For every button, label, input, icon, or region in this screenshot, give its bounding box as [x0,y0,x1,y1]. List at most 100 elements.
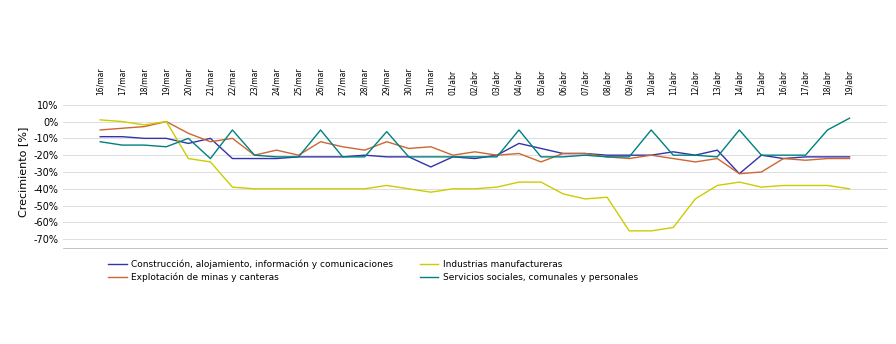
Construcción, alojamiento, información y comunicaciones [116,135,127,139]
Industrias manufactureras [844,187,855,191]
Construcción, alojamiento, información y comunicaciones [756,153,767,157]
Construcción, alojamiento, información y comunicaciones [426,165,436,169]
Line: Explotación de minas y canteras: Explotación de minas y canteras [100,121,849,174]
Construcción, alojamiento, información y comunicaciones [403,155,414,159]
Servicios sociales, comunales y personales [823,128,833,132]
Construcción, alojamiento, información y comunicaciones [382,155,392,159]
Line: Industrias manufactureras: Industrias manufactureras [100,120,849,231]
Construcción, alojamiento, información y comunicaciones [844,155,855,159]
Industrias manufactureras [227,185,237,189]
Explotación de minas y canteras [271,148,282,152]
Servicios sociales, comunales y personales [624,155,634,159]
Servicios sociales, comunales y personales [183,136,194,140]
Servicios sociales, comunales y personales [205,157,216,161]
Industrias manufactureras [249,187,260,191]
Industrias manufactureras [271,187,282,191]
Industrias manufactureras [337,187,348,191]
Construcción, alojamiento, información y comunicaciones [668,150,678,154]
Servicios sociales, comunales y personales [293,155,304,159]
Industrias manufactureras [470,187,480,191]
Line: Servicios sociales, comunales y personales: Servicios sociales, comunales y personal… [100,118,849,159]
Industrias manufactureras [712,183,723,187]
Industrias manufactureras [293,187,304,191]
Industrias manufactureras [823,183,833,187]
Explotación de minas y canteras [205,140,216,144]
Construcción, alojamiento, información y comunicaciones [183,141,194,146]
Construcción, alojamiento, información y comunicaciones [315,155,326,159]
Industrias manufactureras [183,157,194,161]
Explotación de minas y canteras [492,153,503,157]
Servicios sociales, comunales y personales [734,128,745,132]
Construcción, alojamiento, información y comunicaciones [470,157,480,161]
Servicios sociales, comunales y personales [602,155,613,159]
Explotación de minas y canteras [359,148,370,152]
Industrias manufactureras [161,119,172,123]
Construcción, alojamiento, información y comunicaciones [227,157,237,161]
Explotación de minas y canteras [161,119,172,123]
Servicios sociales, comunales y personales [646,128,657,132]
Industrias manufactureras [778,183,788,187]
Explotación de minas y canteras [139,125,150,129]
Servicios sociales, comunales y personales [712,155,723,159]
Servicios sociales, comunales y personales [161,145,172,149]
Explotación de minas y canteras [337,145,348,149]
Construcción, alojamiento, información y comunicaciones [536,147,547,151]
Construcción, alojamiento, información y comunicaciones [690,153,701,157]
Industrias manufactureras [624,229,634,233]
Servicios sociales, comunales y personales [513,128,524,132]
Explotación de minas y canteras [315,140,326,144]
Explotación de minas y canteras [470,150,480,154]
Servicios sociales, comunales y personales [271,155,282,159]
Explotación de minas y canteras [227,136,237,140]
Explotación de minas y canteras [447,153,458,157]
Explotación de minas y canteras [602,155,613,159]
Servicios sociales, comunales y personales [690,153,701,157]
Construcción, alojamiento, información y comunicaciones [161,136,172,140]
Industrias manufactureras [315,187,326,191]
Explotación de minas y canteras [756,170,767,174]
Legend: Construcción, alojamiento, información y comunicaciones, Explotación de minas y : Construcción, alojamiento, información y… [108,260,638,282]
Explotación de minas y canteras [646,153,657,157]
Explotación de minas y canteras [734,172,745,176]
Industrias manufactureras [734,180,745,184]
Construcción, alojamiento, información y comunicaciones [646,153,657,157]
Explotación de minas y canteras [403,147,414,151]
Industrias manufactureras [359,187,370,191]
Servicios sociales, comunales y personales [492,155,503,159]
Industrias manufactureras [139,123,150,127]
Explotación de minas y canteras [557,151,568,155]
Servicios sociales, comunales y personales [447,155,458,159]
Servicios sociales, comunales y personales [580,153,590,157]
Servicios sociales, comunales y personales [337,155,348,159]
Construcción, alojamiento, información y comunicaciones [778,157,788,161]
Explotación de minas y canteras [249,153,260,157]
Servicios sociales, comunales y personales [756,153,767,157]
Servicios sociales, comunales y personales [470,155,480,159]
Explotación de minas y canteras [183,131,194,136]
Construcción, alojamiento, información y comunicaciones [249,157,260,161]
Construcción, alojamiento, información y comunicaciones [447,155,458,159]
Explotación de minas y canteras [382,140,392,144]
Industrias manufactureras [205,160,216,164]
Construcción, alojamiento, información y comunicaciones [513,141,524,146]
Construcción, alojamiento, información y comunicaciones [293,155,304,159]
Explotación de minas y canteras [624,157,634,161]
Explotación de minas y canteras [823,157,833,161]
Construcción, alojamiento, información y comunicaciones [492,153,503,157]
Explotación de minas y canteras [95,128,106,132]
Explotación de minas y canteras [778,157,788,161]
Industrias manufactureras [756,185,767,189]
Construcción, alojamiento, información y comunicaciones [712,148,723,152]
Servicios sociales, comunales y personales [139,143,150,147]
Construcción, alojamiento, información y comunicaciones [557,151,568,155]
Explotación de minas y canteras [668,157,678,161]
Servicios sociales, comunales y personales [426,155,436,159]
Explotación de minas y canteras [800,158,811,162]
Explotación de minas y canteras [712,157,723,161]
Industrias manufactureras [536,180,547,184]
Industrias manufactureras [426,190,436,194]
Servicios sociales, comunales y personales [227,128,237,132]
Construcción, alojamiento, información y comunicaciones [624,153,634,157]
Industrias manufactureras [668,225,678,229]
Industrias manufactureras [403,187,414,191]
